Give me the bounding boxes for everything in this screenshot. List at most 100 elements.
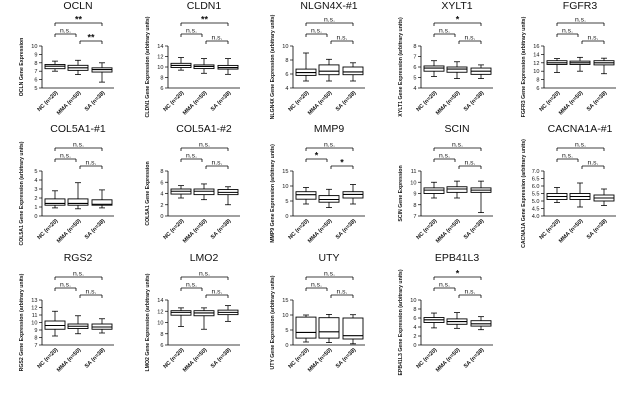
box-iqr	[318, 195, 340, 203]
panel-epb41l3: EPB41L3 0 2 4 6 8 10 EPB41L3 Gene Expression (a…	[398, 252, 493, 376]
significance-label: n.s.	[86, 289, 97, 296]
y-tick-label: 4	[34, 178, 37, 184]
category-label: MMA (n=50)	[56, 218, 82, 244]
significance-label: n.s.	[199, 271, 210, 278]
panel-title: COL5A1-#2	[176, 123, 232, 135]
y-tick-label: 14	[533, 52, 539, 58]
significance-label: *	[315, 151, 319, 161]
significance-label: n.s.	[562, 153, 573, 160]
y-tick-label: 5	[285, 328, 288, 334]
y-axis-label: NLGN4X Gene Expression (arbitrary units)	[270, 14, 276, 119]
y-tick-label: 12	[157, 309, 163, 315]
box-1	[318, 188, 340, 209]
box-1	[318, 313, 340, 344]
significance-label: n.s.	[324, 17, 335, 24]
panel-xylt1: XYLT1 4 5 6 7 8 XYLT1 Gene Expression (arbitra…	[398, 0, 493, 117]
y-tick-label: 15	[282, 298, 288, 304]
significance-label: n.s.	[465, 160, 476, 167]
significance-label: *	[456, 269, 460, 279]
box-iqr	[193, 188, 215, 196]
significance-bracket: n.s.	[305, 17, 354, 26]
significance-bracket: n.s.	[556, 17, 605, 26]
box-0	[546, 187, 568, 203]
panel-title: XYLT1	[441, 0, 472, 12]
y-tick-label: 6	[34, 78, 37, 84]
y-tick-label: 7	[34, 69, 37, 75]
significance-bracket: n.s.	[305, 282, 328, 291]
category-label: MMA (n=50)	[182, 90, 208, 116]
significance-label: n.s.	[337, 35, 348, 42]
y-tick-label: 4	[160, 192, 163, 198]
y-tick-label: 6.5	[532, 177, 540, 183]
significance-bracket: *	[330, 158, 354, 169]
box-2	[470, 316, 492, 331]
panel-scin: SCIN 7 8 9 10 11 SCIN Gene Expression NC (n=20)…	[398, 123, 493, 245]
box-2	[91, 189, 113, 209]
significance-bracket: n.s.	[305, 271, 354, 280]
box-1	[67, 315, 89, 335]
box-iqr	[295, 316, 317, 339]
y-tick-label: 10	[31, 44, 37, 50]
category-label: MMA (n=50)	[182, 218, 208, 244]
box-2	[217, 186, 239, 206]
box-iqr	[91, 199, 113, 206]
significance-label: *	[340, 158, 344, 168]
category-label: SA (n=38)	[84, 90, 107, 113]
category-label: SA (n=38)	[210, 218, 233, 241]
y-tick-label: 10	[31, 321, 37, 327]
box-0	[170, 57, 192, 71]
category-label: SA (n=38)	[463, 218, 486, 241]
y-tick-label: 12	[157, 55, 163, 61]
y-tick-label: 8	[160, 332, 163, 338]
category-label: NC (n=20)	[288, 218, 311, 241]
panel-col5a1-1: COL5A1-#1 0 1 2 3 4 5 COL5A1 Gene Expression (a…	[19, 123, 114, 246]
significance-label: n.s.	[73, 271, 84, 278]
significance-bracket: n.s.	[79, 160, 103, 169]
significance-label: n.s.	[439, 282, 450, 289]
box-iqr	[318, 317, 340, 339]
significance-label: n.s.	[324, 142, 335, 149]
significance-bracket: n.s.	[180, 28, 203, 37]
significance-label: n.s.	[337, 289, 348, 296]
category-label: NC (n=20)	[37, 347, 60, 370]
box-2	[91, 318, 113, 334]
category-label: MMA (n=50)	[182, 347, 208, 373]
significance-label: n.s.	[212, 289, 223, 296]
y-tick-label: 15	[282, 169, 288, 175]
significance-label: n.s.	[452, 142, 463, 149]
y-tick-label: 8	[413, 203, 416, 209]
category-label: MMA (n=50)	[307, 90, 333, 116]
significance-label: n.s.	[465, 35, 476, 42]
y-tick-label: 2	[160, 203, 163, 209]
significance-label: n.s.	[311, 282, 322, 289]
y-tick-label: 4	[413, 86, 416, 92]
category-label: SA (n=38)	[335, 218, 358, 241]
significance-bracket: n.s.	[205, 289, 229, 298]
panel-ocln: OCLN 5 6 7 8 9 10 OCLN Gene Expression NC (n=20)…	[19, 0, 114, 117]
category-label: NC (n=20)	[163, 90, 186, 113]
panel-title: EPB41L3	[435, 252, 480, 264]
significance-label: n.s.	[588, 35, 599, 42]
significance-label: n.s.	[562, 28, 573, 35]
category-label: NC (n=20)	[416, 347, 439, 370]
y-tick-label: 7.0	[532, 169, 540, 175]
box-0	[170, 307, 192, 327]
y-tick-label: 0	[413, 343, 416, 349]
box-0	[423, 181, 445, 199]
significance-bracket: n.s.	[458, 35, 482, 44]
box-0	[546, 58, 568, 73]
category-label: NC (n=20)	[163, 218, 186, 241]
significance-bracket: n.s.	[556, 142, 605, 151]
category-label: NC (n=20)	[37, 90, 60, 113]
category-label: SA (n=38)	[210, 90, 233, 113]
panel-lmo2: LMO2 6 8 10 12 14 LMO2 Gene Expression (arbitr…	[145, 252, 240, 374]
category-label: SA (n=38)	[335, 90, 358, 113]
y-axis-label: CLDN1 Gene Expression (arbitrary units)	[145, 16, 151, 117]
y-axis-label: LMO2 Gene Expression (arbitrary units)	[145, 273, 151, 371]
y-tick-label: 11	[32, 313, 38, 319]
category-label: MMA (n=50)	[56, 90, 82, 116]
category-label: MMA (n=50)	[307, 347, 333, 373]
panel-title: UTY	[319, 252, 340, 264]
box-0	[295, 314, 317, 343]
y-tick-label: 12	[31, 306, 37, 312]
